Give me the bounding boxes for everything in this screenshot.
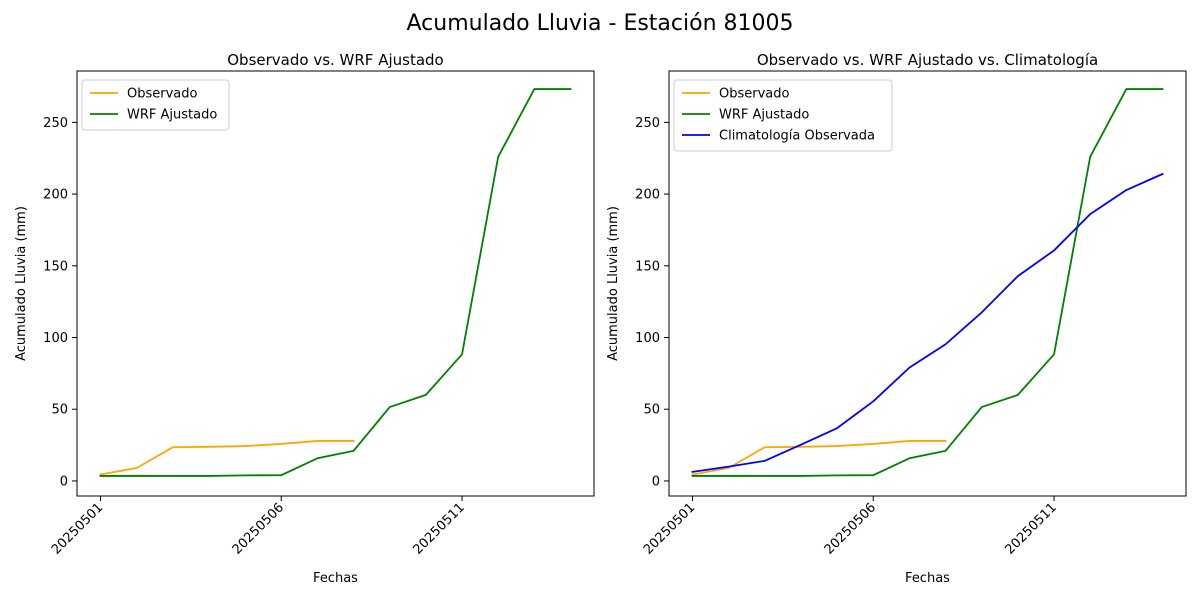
chart-title: Observado vs. WRF Ajustado vs. Climatolo… (757, 51, 1098, 69)
x-tick-label: 20250506 (230, 500, 287, 557)
figure-suptitle: Acumulado Lluvia - Estación 81005 (407, 11, 794, 36)
legend-box (81, 79, 230, 131)
y-tick-label: 200 (43, 188, 68, 203)
chart-title: Observado vs. WRF Ajustado (227, 51, 443, 69)
x-tick-label: 20250506 (822, 500, 879, 557)
y-tick-label: 0 (60, 474, 68, 489)
y-axis-label: Acumulado Lluvia (mm) (606, 206, 621, 361)
x-tick-label: 20250501 (641, 500, 698, 557)
x-axis-label: Fechas (313, 571, 358, 586)
series-line-0 (691, 440, 947, 476)
y-tick-label: 0 (652, 474, 660, 489)
y-tick-label: 250 (43, 116, 68, 131)
x-axis-label: Fechas (905, 571, 950, 586)
y-axis-label: Acumulado Lluvia (mm) (14, 206, 29, 361)
legend-label: WRF Ajustado (719, 108, 809, 123)
series-line-1 (99, 88, 572, 477)
y-tick-label: 250 (635, 116, 660, 131)
x-tick-label: 20250511 (1002, 500, 1059, 557)
chart-panel-left: Observado vs. WRF Ajustado 0 50 100 150 200 25… (14, 51, 595, 586)
legend-label: Observado (127, 87, 198, 102)
x-tick-label: 20250511 (410, 500, 467, 557)
plot-area-frame (76, 70, 595, 497)
y-tick-label: 50 (51, 403, 68, 418)
legend-label: WRF Ajustado (127, 108, 217, 123)
y-tick-label: 150 (43, 259, 68, 274)
y-tick-label: 150 (635, 259, 660, 274)
legend-label: Climatología Observada (719, 129, 875, 144)
series-line-2 (691, 172, 1164, 473)
series-line-1 (691, 88, 1164, 477)
legend-box (673, 79, 893, 152)
y-tick-label: 100 (635, 331, 660, 346)
plot-area-frame (668, 70, 1187, 497)
y-tick-label: 50 (643, 403, 660, 418)
chart-panel-right: Observado vs. WRF Ajustado vs. Climatolo… (606, 51, 1187, 586)
x-tick-label: 20250501 (49, 500, 106, 557)
y-tick-label: 100 (43, 331, 68, 346)
legend-label: Observado (719, 87, 790, 102)
y-tick-label: 200 (635, 188, 660, 203)
series-line-0 (99, 440, 355, 476)
